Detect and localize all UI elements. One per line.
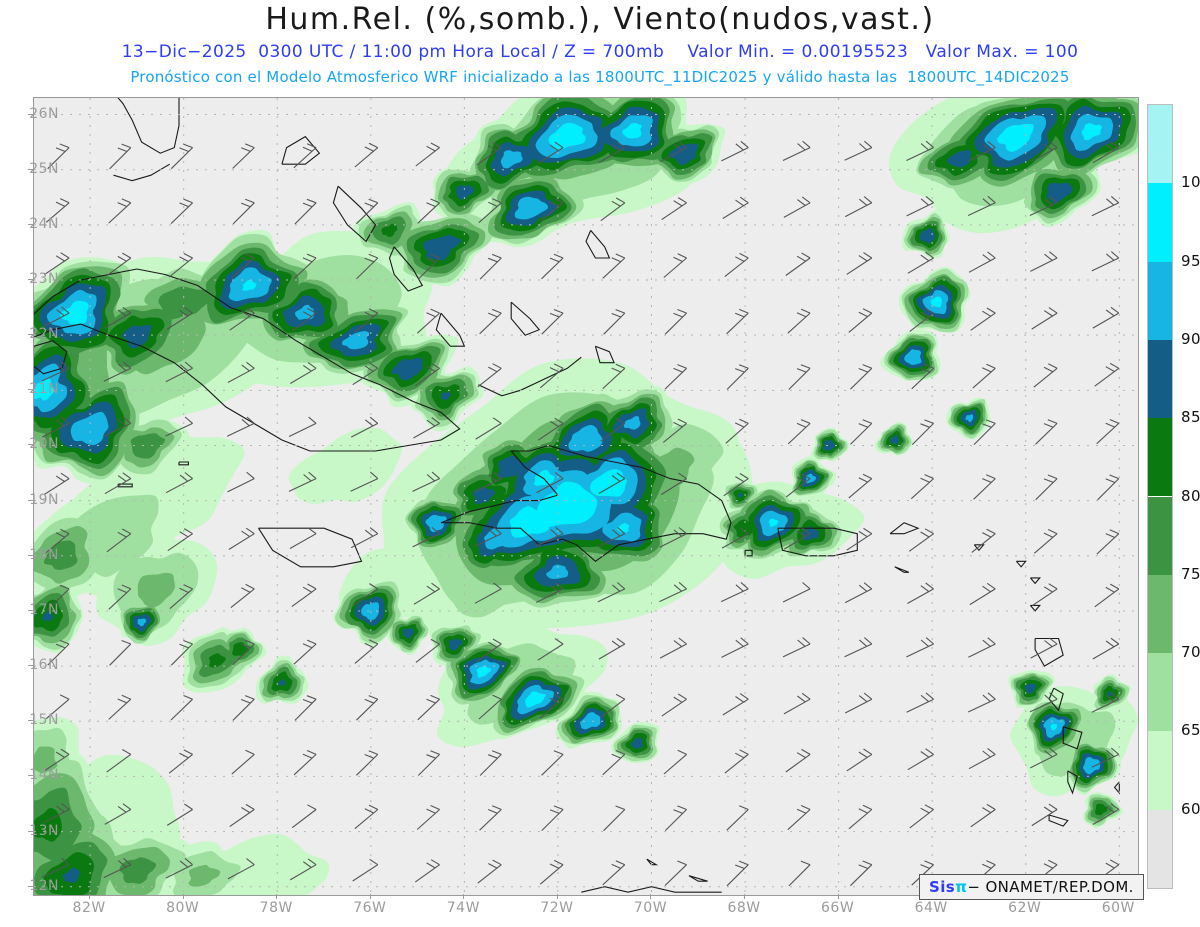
colorbar[interactable] — [1147, 104, 1173, 889]
colorbar-tick-label: 90 — [1181, 329, 1200, 348]
x-axis-tick-label: 68W — [727, 900, 761, 916]
attribution-badge: Sisπ− ONAMET/REP.DOM. — [919, 874, 1144, 900]
colorbar-tick-label: 60 — [1181, 799, 1200, 818]
y-axis-tick-mark — [28, 168, 33, 170]
x-axis-tick-label: 64W — [914, 900, 948, 916]
colorbar-band — [1148, 261, 1172, 340]
y-axis-tick-label: 13N — [29, 822, 59, 839]
colorbar-band — [1148, 496, 1172, 575]
colorbar-band — [1148, 105, 1172, 184]
x-axis-tick-label: 70W — [633, 900, 668, 916]
y-axis-tick-mark — [28, 444, 33, 446]
colorbar-tick-label: 70 — [1181, 643, 1200, 662]
attribution-pi-icon: π — [955, 878, 968, 896]
x-axis-tick-label: 62W — [1008, 900, 1042, 916]
y-axis-tick-mark — [28, 499, 33, 501]
y-axis-tick-label: 23N — [29, 271, 59, 287]
y-axis-tick-mark — [28, 113, 33, 115]
colorbar-band — [1148, 653, 1172, 732]
wind-barb-layer — [41, 140, 1120, 887]
colorbar-tick-label: 65 — [1181, 721, 1200, 740]
y-axis-tick-label: 18N — [29, 546, 59, 563]
y-axis-tick-label: 16N — [29, 657, 59, 674]
y-axis-tick-label: 20N — [29, 436, 59, 453]
y-axis-tick-mark — [28, 885, 33, 887]
y-axis-tick-mark — [28, 334, 33, 336]
colorbar-tick-label: 100 — [1181, 173, 1200, 192]
page-title: Hum.Rel. (%,somb.), Viento(nudos,vast.) — [265, 2, 935, 37]
x-axis-tick-label: 72W — [540, 900, 574, 916]
x-axis-tick-mark — [650, 894, 652, 899]
colorbar-tick-label: 95 — [1181, 251, 1200, 270]
y-axis-tick-label: 21N — [29, 381, 59, 398]
wind-barbs — [41, 140, 1120, 887]
y-axis-tick-label: 15N — [29, 712, 59, 729]
x-axis-tick-mark — [837, 894, 839, 899]
attribution-sis: Sis — [929, 878, 956, 896]
colorbar-band — [1148, 731, 1172, 810]
y-axis-tick-mark — [28, 554, 33, 556]
colorbar-tick-label: 85 — [1181, 408, 1200, 427]
colorbar-band — [1148, 339, 1172, 419]
forecast-meta-line: 13−Dic−2025 0300 UTC / 11:00 pm Hora Loc… — [121, 42, 1079, 62]
y-axis-tick-label: 19N — [29, 491, 59, 508]
x-axis-tick-mark — [369, 894, 371, 899]
colorbar-tick-label: 80 — [1181, 486, 1200, 505]
x-axis-tick-label: 66W — [821, 900, 855, 916]
x-axis-tick-mark — [744, 894, 746, 899]
x-axis-tick-label: 60W — [1101, 900, 1135, 916]
y-axis-tick-mark — [28, 775, 33, 777]
y-axis-tick-label: 14N — [29, 767, 59, 784]
x-axis-tick-mark — [182, 894, 184, 899]
colorbar-band — [1148, 809, 1172, 888]
map-plot-area[interactable] — [33, 97, 1139, 896]
forecast-model-line: Pronóstico con el Modelo Atmosferico WRF… — [130, 68, 1070, 86]
x-axis-tick-label: 80W — [166, 900, 200, 916]
y-axis-tick-label: 24N — [29, 215, 59, 232]
y-axis-tick-mark — [28, 830, 33, 832]
colorbar-band — [1148, 418, 1172, 497]
y-axis-tick-mark — [28, 720, 33, 722]
y-axis-tick-label: 25N — [29, 160, 59, 177]
y-axis-tick-label: 12N — [29, 877, 59, 894]
x-axis-tick-mark — [89, 894, 91, 899]
attribution-org: − ONAMET/REP.DOM. — [967, 878, 1134, 896]
y-axis-tick-mark — [28, 609, 33, 611]
y-axis-tick-mark — [28, 279, 33, 280]
x-axis-tick-mark — [556, 894, 558, 899]
x-axis-tick-mark — [463, 894, 465, 899]
x-axis-tick-label: 74W — [446, 900, 480, 916]
y-axis-tick-label: 17N — [29, 601, 59, 618]
humidity-shading-layer — [34, 98, 1138, 895]
humidity-contour-band — [34, 122, 1102, 731]
y-axis-tick-mark — [28, 389, 33, 391]
x-axis-tick-mark — [276, 894, 278, 899]
colorbar-tick-label: 75 — [1181, 564, 1200, 583]
x-axis-tick-label: 82W — [72, 900, 106, 916]
colorbar-band — [1148, 574, 1172, 654]
y-axis-tick-label: 26N — [29, 105, 59, 122]
y-axis-tick-mark — [28, 223, 33, 225]
y-axis-tick-label: 22N — [29, 326, 59, 343]
x-axis-tick-label: 76W — [353, 900, 387, 916]
colorbar-band — [1148, 183, 1172, 262]
x-axis-tick-label: 78W — [259, 900, 293, 916]
y-axis-tick-mark — [28, 665, 33, 667]
gridline-layer — [34, 98, 1138, 895]
